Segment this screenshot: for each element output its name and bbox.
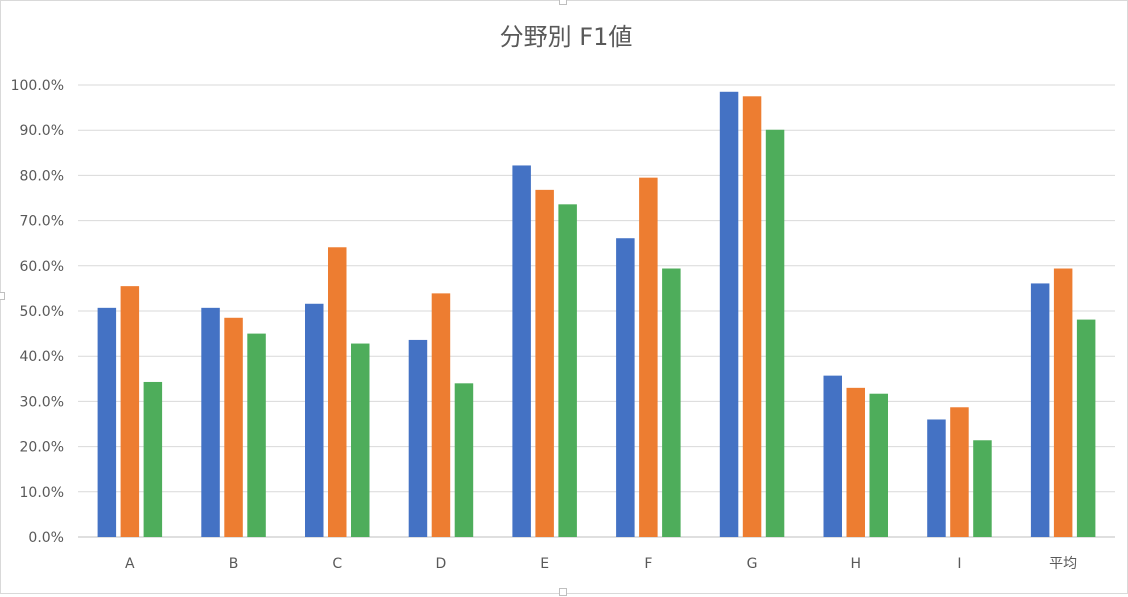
y-tick-label: 90.0% bbox=[20, 123, 64, 139]
bar-H-series-1 bbox=[823, 375, 842, 537]
x-tick-label: A bbox=[125, 556, 135, 572]
y-tick-label: 70.0% bbox=[20, 214, 64, 230]
bar-H-series-3 bbox=[869, 393, 888, 537]
x-axis-ticks: A B C D E F G H I 平均 bbox=[125, 556, 1077, 572]
bars bbox=[97, 91, 1096, 538]
bar-平均-series-3 bbox=[1076, 319, 1096, 537]
bar-I-series-1 bbox=[927, 419, 946, 537]
bar-C-series-1 bbox=[305, 303, 324, 537]
bar-A-series-2 bbox=[120, 286, 140, 537]
bar-平均-series-2 bbox=[1053, 268, 1073, 537]
bar-E-series-3 bbox=[558, 204, 577, 537]
y-tick-label: 10.0% bbox=[20, 485, 64, 501]
bar-D-series-3 bbox=[454, 383, 474, 537]
bar-B-series-1 bbox=[201, 307, 220, 537]
x-tick-label: C bbox=[332, 556, 342, 572]
bar-B-series-2 bbox=[224, 317, 243, 537]
bar-A-series-1 bbox=[97, 307, 117, 537]
y-tick-label: 60.0% bbox=[20, 259, 64, 275]
bar-I-series-3 bbox=[973, 440, 992, 537]
x-tick-label: B bbox=[229, 556, 239, 572]
bar-B-series-3 bbox=[247, 333, 266, 537]
bar-F-series-1 bbox=[616, 238, 635, 537]
bar-F-series-3 bbox=[662, 268, 681, 537]
resize-handle-bottom[interactable] bbox=[559, 588, 567, 596]
bar-A-series-3 bbox=[143, 381, 163, 537]
resize-handle-top[interactable] bbox=[559, 0, 567, 5]
bar-I-series-2 bbox=[950, 407, 969, 537]
bar-E-series-2 bbox=[535, 189, 554, 537]
y-tick-label: 40.0% bbox=[20, 349, 64, 365]
x-tick-label: E bbox=[540, 556, 549, 572]
bar-E-series-1 bbox=[512, 165, 531, 537]
bar-H-series-2 bbox=[846, 387, 865, 537]
y-axis-ticks: 0.0% 10.0% 20.0% 30.0% 40.0% 50.0% 60.0% 70.0% 8… bbox=[11, 78, 64, 546]
y-tick-label: 20.0% bbox=[20, 440, 64, 456]
bar-G-series-1 bbox=[719, 91, 739, 537]
y-tick-label: 0.0% bbox=[28, 530, 64, 546]
x-tick-label: H bbox=[850, 556, 861, 572]
y-tick-label: 30.0% bbox=[20, 394, 64, 410]
x-tick-label: F bbox=[644, 556, 652, 572]
bar-D-series-2 bbox=[431, 293, 451, 537]
bar-G-series-2 bbox=[742, 96, 762, 538]
bar-D-series-1 bbox=[408, 339, 428, 537]
bar-C-series-2 bbox=[328, 247, 347, 537]
x-tick-label: 平均 bbox=[1049, 556, 1077, 572]
x-tick-label: D bbox=[436, 556, 447, 572]
bar-G-series-3 bbox=[765, 129, 785, 538]
chart-title: 分野別 F1値 bbox=[500, 23, 633, 51]
y-tick-label: 80.0% bbox=[20, 168, 64, 184]
bar-平均-series-1 bbox=[1030, 283, 1050, 537]
x-tick-label: G bbox=[747, 556, 758, 572]
y-tick-label: 100.0% bbox=[11, 78, 64, 94]
y-tick-label: 50.0% bbox=[20, 304, 64, 320]
bar-C-series-3 bbox=[351, 343, 370, 537]
bar-F-series-2 bbox=[639, 177, 658, 537]
resize-handle-left[interactable] bbox=[0, 292, 5, 300]
x-tick-label: I bbox=[957, 556, 961, 572]
